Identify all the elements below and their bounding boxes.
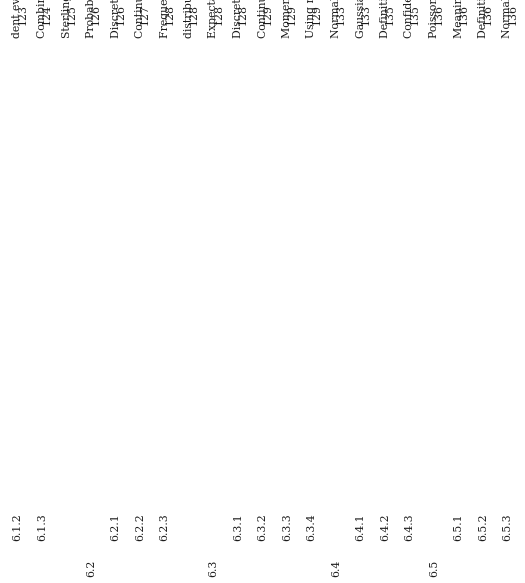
- Text: 6.4.2: 6.4.2: [380, 514, 390, 542]
- Text: Continuous expectation value . . . . . . . . . . . . . . . . .: Continuous expectation value . . . . . .…: [257, 0, 268, 38]
- Text: Frequency distributions and the limiting: Frequency distributions and the limiting: [160, 0, 170, 38]
- Text: 136: 136: [483, 4, 493, 25]
- Text: Sterling formula . . . . . . . . . . . . . . . . . . . . . . . . .: Sterling formula . . . . . . . . . . . .…: [61, 0, 71, 38]
- Text: Continuous probability distributions . . . . . . . . . . . . .: Continuous probability distributions . .…: [135, 0, 145, 38]
- Text: 6.3.3: 6.3.3: [282, 514, 292, 542]
- Text: Normalization of the Poisson distribution . . . . . . . . .: Normalization of the Poisson distributio…: [502, 0, 512, 38]
- Text: Discrete expectation value . . . . . . . . . . . . . . . . . .: Discrete expectation value . . . . . . .…: [233, 0, 243, 38]
- Text: Meaning of the Poisson distribution . . . . . . . . . . . . .: Meaning of the Poisson distribution . . …: [454, 0, 464, 38]
- Text: 124: 124: [42, 4, 52, 25]
- Text: Using moment generating functions . . . . . . . . . . . . . .: Using moment generating functions . . . …: [307, 0, 317, 38]
- Text: Poisson distribution . . . . . . . . . . . . . . . . . . . . .: Poisson distribution . . . . . . . . . .…: [429, 0, 439, 38]
- Text: 6.3: 6.3: [208, 560, 218, 577]
- Text: 6.2.3: 6.2.3: [160, 514, 170, 542]
- Text: 125: 125: [67, 4, 77, 25]
- Text: 126: 126: [91, 4, 101, 25]
- Text: Discrete probability distibutions . . . . . . . . . . . . . . .: Discrete probability distibutions . . . …: [110, 0, 121, 38]
- Text: 136: 136: [434, 4, 444, 25]
- Text: 133: 133: [336, 4, 346, 25]
- Text: Definition of the Poisson distribution . . . . . . . . . . .: Definition of the Poisson distribution .…: [478, 0, 488, 38]
- Text: 6.4.3: 6.4.3: [404, 514, 415, 542]
- Text: 129: 129: [262, 4, 272, 25]
- Text: 128: 128: [189, 4, 199, 25]
- Text: 135: 135: [385, 4, 395, 25]
- Text: 6.5.2: 6.5.2: [478, 514, 488, 542]
- Text: 6.3.2: 6.3.2: [257, 514, 268, 542]
- Text: 6.4.1: 6.4.1: [355, 514, 365, 542]
- Text: 6.2: 6.2: [86, 560, 96, 577]
- Text: 6.4: 6.4: [331, 560, 341, 577]
- Text: 136: 136: [508, 4, 518, 25]
- Text: Probability distributions . . . . . . . . . . . . . . . . . . . .: Probability distributions . . . . . . . …: [86, 0, 96, 38]
- Text: 6.5: 6.5: [429, 560, 439, 577]
- Text: Combinatorics . . . . . . . . . . . . . . . . . . . . . . . . . .: Combinatorics . . . . . . . . . . . . . …: [37, 0, 47, 38]
- Text: distribution . . . . . . . . . . . . . . . . . . . . . . . . . . .: distribution . . . . . . . . . . . . . .…: [184, 0, 194, 38]
- Text: Moments . . . . . . . . . . . . . . . . . . . . . . . . . . . . .: Moments . . . . . . . . . . . . . . . . …: [282, 0, 292, 38]
- Text: 128: 128: [214, 4, 224, 25]
- Text: 6.5.3: 6.5.3: [502, 514, 512, 542]
- Text: 123: 123: [17, 4, 27, 25]
- Text: Confidence intervals . . . . . . . . . . . . . . . . . . . . .: Confidence intervals . . . . . . . . . .…: [404, 0, 415, 38]
- Text: Definition of the Gaussian distribution . . . . . . . . . . .: Definition of the Gaussian distribution …: [380, 0, 390, 38]
- Text: 6.2.2: 6.2.2: [135, 514, 145, 542]
- Text: 133: 133: [361, 4, 371, 25]
- Text: 6.3.4: 6.3.4: [307, 514, 317, 542]
- Text: Normal distribution . . . . . . . . . . . . . . . . . . . . . .: Normal distribution . . . . . . . . . . …: [331, 0, 341, 38]
- Text: 136: 136: [458, 4, 468, 25]
- Text: 6.3.1: 6.3.1: [233, 514, 243, 542]
- Text: 127: 127: [140, 4, 150, 25]
- Text: 135: 135: [410, 4, 419, 25]
- Text: dent events . . . . . . . . . . . . . . . . . . . . . . . . . . .: dent events . . . . . . . . . . . . . . …: [13, 0, 23, 38]
- Text: 126: 126: [116, 4, 125, 25]
- Text: 128: 128: [164, 4, 174, 25]
- Text: 6.2.1: 6.2.1: [110, 514, 121, 542]
- Text: 128: 128: [238, 4, 248, 25]
- Text: 129: 129: [311, 4, 321, 25]
- Text: 6.1.2: 6.1.2: [13, 514, 23, 542]
- Text: 129: 129: [287, 4, 297, 25]
- Text: Gaussian integrals . . . . . . . . . . . . . . . . . . . . . . .: Gaussian integrals . . . . . . . . . . .…: [355, 0, 365, 38]
- Text: Expectation value . . . . . . . . . . . . . . . . . . . . . . . .: Expectation value . . . . . . . . . . . …: [208, 0, 218, 38]
- Text: 6.1.3: 6.1.3: [37, 514, 47, 542]
- Text: 6.5.1: 6.5.1: [454, 514, 464, 542]
